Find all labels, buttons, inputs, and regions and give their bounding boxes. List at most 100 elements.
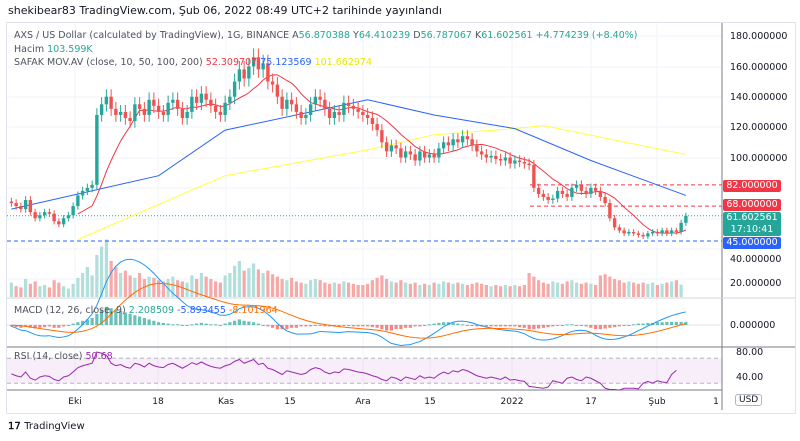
volume-bar [66,288,70,297]
volume-bar [418,285,422,297]
last-price-badge: 61.602561 17:10:41 [723,212,781,236]
macd-hist-bar [617,325,621,327]
candle-body [532,165,536,188]
candle-body [365,114,370,118]
volume-bar [503,285,507,297]
volume-bar [176,280,180,297]
volume-bar [237,261,241,297]
volume-bar [589,283,593,297]
volume-bar [380,275,384,297]
chart-frame[interactable] [6,22,796,414]
rsi-legend[interactable]: RSI (14, close) 50.68 [14,351,113,362]
price-tick-label: 160.000000 [730,62,787,73]
macd-hist-bar [432,323,436,325]
candle-body [446,142,451,146]
candle-body [460,136,465,143]
candle-body [123,111,128,118]
currency-button[interactable]: USD [735,394,763,406]
candle-body [128,117,132,122]
last-price: 61.602561 [726,212,778,223]
candle-body [156,105,161,112]
volume-bar [484,285,488,297]
candle-body [118,111,123,115]
candle-body [71,206,75,216]
candle-body [494,155,498,159]
volume-bar [52,280,56,297]
candle-body [375,124,379,131]
volume-bar [351,283,355,297]
candle-body [294,104,299,112]
candle-body [513,160,517,164]
volume-bar [109,261,113,297]
volume-bar [347,282,351,297]
volume-bar [204,276,208,297]
volume-bar [451,283,455,297]
candle-body [223,102,227,115]
macd-hist-bar [318,325,322,326]
bar-countdown: 17:10:41 [730,224,774,235]
candle-body [52,213,56,222]
macd-hist-bar [119,311,123,325]
candle-body [508,157,512,164]
macd-hist-bar [347,325,351,326]
volume-bar [285,280,289,297]
volume-bar [570,280,574,297]
candle-body [384,142,389,152]
macd-hist-bar [404,325,408,328]
volume-bar [413,282,417,297]
candle-body [190,96,194,112]
volume-bar [494,285,498,297]
macd-hist-bar [233,320,237,325]
volume-bar [389,281,393,297]
candle-body [66,215,71,219]
volume-bar [271,274,275,297]
macd-hist-bar [665,321,669,325]
candle-body [9,201,14,204]
volume-bar [674,280,678,297]
macd-hist-bar [209,324,213,326]
volume-bar [242,270,246,297]
macd-hist-value: 2.208509 [128,305,175,316]
macd-hist-bar [237,319,241,325]
volume-bar [375,277,379,297]
candle-body [427,154,432,158]
volume-bar [660,283,664,297]
volume-bar [527,273,531,297]
ma10-value: 52.309707 [205,57,258,68]
volume-bar [223,275,227,297]
volume-bar [209,279,213,297]
macd-hist-bar [275,325,279,330]
macd-hist-bar [627,325,631,326]
volume-bar [233,265,237,297]
macd-hist-bar [166,323,170,325]
time-tick-label: 18 [152,397,164,407]
volume-bar [304,283,308,297]
candle-body [308,104,313,115]
candle-body [47,212,52,214]
ma10-line [77,74,687,234]
candle-body [23,200,28,210]
candle-body [565,193,569,197]
volume-bar [366,283,370,297]
macd-hist-bar [218,325,222,326]
macd-hist-bar [470,325,474,326]
tradingview-logo[interactable]: 𝟣𝟩 TradingView [8,421,85,432]
volume-bar [513,285,517,297]
volume-bar [408,283,412,297]
macd-hist-bar [299,325,303,327]
macd-hist-bar [522,325,526,328]
volume-bar [81,273,85,297]
ma-legend[interactable]: SAFAK MOV.AV (close, 10, 50, 100, 200) 5… [14,57,372,68]
volume-bar [508,286,512,297]
macd-legend[interactable]: MACD (12, 26, close, 9) 2.208509 -5.8934… [14,305,278,316]
macd-signal-value: -8.101964 [228,305,278,316]
candle-body [655,231,660,234]
macd-hist-bar [484,325,488,327]
volume-bar [252,263,256,297]
macd-hist-bar [252,322,256,325]
macd-hist-bar [323,325,327,327]
volume-bar [556,282,560,297]
volume-bar [256,269,260,297]
candle-body [498,158,503,161]
